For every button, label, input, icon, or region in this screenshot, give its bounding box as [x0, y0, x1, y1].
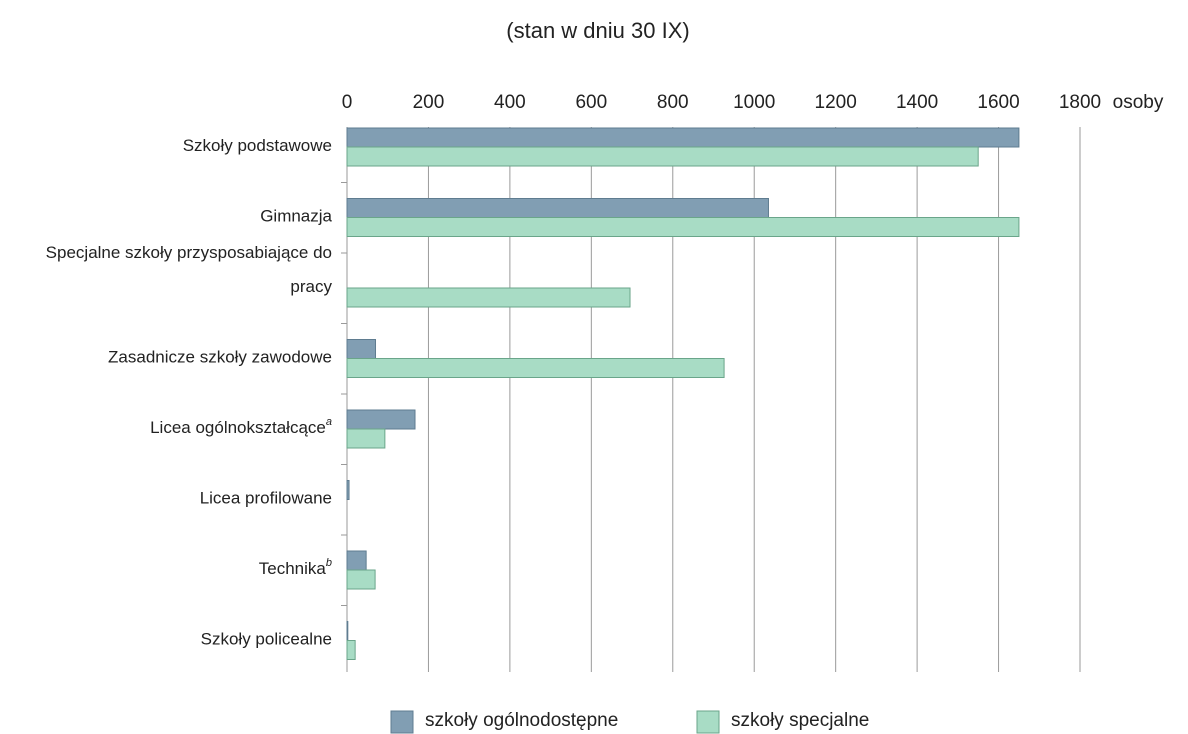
category-text: Szkoły policealne: [201, 630, 332, 649]
category-label: Specjalne szkoły przysposabiające do prac…: [46, 243, 333, 296]
x-tick-label: 1400: [896, 92, 938, 113]
x-tick-label: 800: [657, 92, 689, 113]
category-label: Licea ogólnokształcącea: [150, 416, 332, 438]
category-text: pracy: [290, 277, 332, 296]
category-text: Technika: [259, 559, 327, 578]
x-axis-unit: osoby: [1113, 92, 1164, 113]
category-label: Gimnazja: [260, 207, 332, 226]
chart-title: (stan w dniu 30 IX): [506, 18, 689, 43]
category-label: Szkoły podstawowe: [183, 136, 332, 155]
bar: [346, 358, 725, 378]
x-tick-label: 1000: [733, 92, 775, 113]
category-text: Szkoły podstawowe: [183, 136, 332, 155]
bar: [346, 146, 979, 167]
category-label: Licea profilowane: [200, 489, 332, 508]
x-tick-label: 1200: [815, 92, 857, 113]
category-text: Licea ogólnokształcące: [150, 418, 326, 437]
category-text: Specjalne szkoły przysposabiające do: [46, 243, 332, 262]
x-tick-label: 200: [413, 92, 445, 113]
legend-swatch: [696, 710, 720, 734]
x-tick-label: 600: [575, 92, 607, 113]
category-label: Technikab: [259, 557, 332, 579]
bar: [346, 217, 1020, 237]
bar: [346, 409, 416, 430]
x-tick-label: 1600: [977, 92, 1019, 113]
category-text: Zasadnicze szkoły zawodowe: [108, 348, 332, 367]
legend-label: szkoły ogólnodostępne: [425, 710, 618, 731]
bar: [346, 127, 1020, 148]
legend-swatch: [390, 710, 414, 734]
category-label: Zasadnicze szkoły zawodowe: [108, 348, 332, 367]
bar: [346, 198, 769, 218]
category-text: Gimnazja: [260, 207, 332, 226]
x-tick-label: 1800: [1059, 92, 1101, 113]
x-tick-label: 400: [494, 92, 526, 113]
bar: [346, 287, 631, 308]
legend-label: szkoły specjalne: [731, 710, 869, 731]
category-note: a: [326, 416, 332, 428]
bar: [346, 339, 377, 359]
bar: [346, 428, 386, 449]
category-label: Szkoły policealne: [201, 630, 332, 649]
category-note: b: [326, 557, 332, 569]
bar: [346, 550, 367, 571]
bar: [346, 480, 350, 500]
x-tick-label: 0: [342, 92, 353, 113]
bar: [346, 640, 356, 660]
category-text: Licea profilowane: [200, 489, 332, 508]
bar: [346, 569, 376, 590]
bar: [346, 621, 349, 641]
